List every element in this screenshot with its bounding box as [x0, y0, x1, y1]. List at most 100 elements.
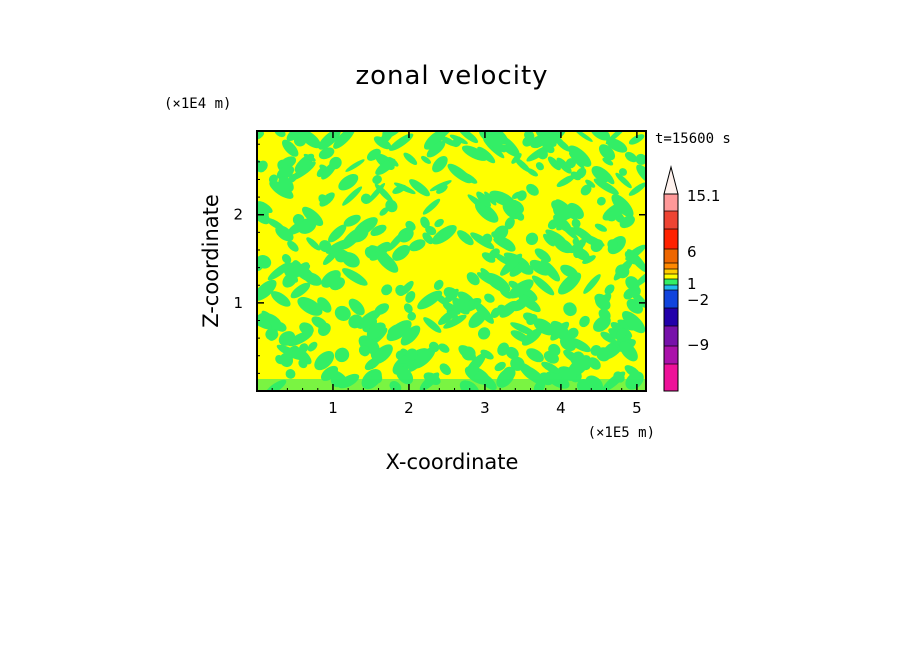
contour-region: [379, 207, 389, 216]
contour-region: [457, 230, 474, 246]
contour-region: [466, 272, 480, 286]
contour-region: [481, 233, 493, 245]
contour-region: [458, 345, 476, 361]
colorbar-label: −9: [687, 336, 709, 354]
contour-region: [621, 311, 646, 334]
contour-region: [329, 277, 345, 291]
contour-region: [425, 225, 437, 236]
contour-region: [364, 357, 381, 371]
contour-region: [403, 152, 418, 165]
colorbar-level: [664, 308, 678, 326]
contour-region: [321, 161, 338, 180]
contour-region: [590, 131, 611, 141]
contour-region: [268, 331, 279, 341]
contour-region: [525, 232, 539, 245]
contour-region: [392, 244, 411, 261]
contour-region: [405, 290, 416, 303]
time-label: t=15600 s: [655, 131, 731, 147]
contour-region: [571, 218, 581, 229]
colorbar-level: [664, 290, 678, 308]
contour-region: [438, 310, 456, 325]
contour-region: [432, 156, 448, 173]
contour-region: [568, 241, 586, 254]
contour-region: [413, 347, 436, 369]
contour-region: [600, 168, 615, 185]
contour-region: [600, 331, 616, 344]
contour-region: [488, 248, 500, 260]
contour-region: [431, 224, 457, 245]
contour-region: [556, 157, 572, 174]
contour-region: [299, 322, 314, 335]
colorbar-level: [664, 229, 678, 249]
contour-region: [553, 133, 568, 151]
colorbar-level: [664, 364, 678, 391]
contour-region: [257, 379, 646, 391]
contour-region: [278, 331, 296, 346]
contour-region: [343, 214, 361, 227]
contour-region: [540, 259, 561, 282]
contour-region: [463, 297, 482, 312]
contour-region: [366, 182, 386, 204]
contour-region: [593, 178, 619, 195]
contour-region: [511, 297, 529, 312]
colorbar-label: 15.1: [687, 187, 720, 205]
contour-region: [626, 249, 646, 273]
contour-region: [628, 134, 645, 145]
contour-region: [325, 239, 351, 254]
contour-region: [283, 267, 299, 283]
contour-region: [580, 184, 592, 196]
contour-region: [269, 180, 294, 199]
contour-region: [438, 343, 450, 353]
contour-region: [535, 162, 544, 171]
colorbar-level: [664, 263, 678, 269]
x-tick-label: 4: [556, 399, 566, 417]
contour-region: [575, 131, 593, 142]
contour-region: [276, 165, 295, 180]
contour-region: [348, 298, 365, 316]
y-tick-label: 2: [233, 206, 243, 224]
contour-region: [298, 358, 308, 369]
contour-region: [292, 346, 312, 365]
contour-region: [267, 262, 292, 281]
contour-region: [616, 328, 627, 340]
colorbar-label: −2: [687, 291, 709, 309]
contour-region: [434, 218, 444, 228]
contour-region: [443, 287, 458, 300]
contour-region: [417, 290, 443, 310]
contour-region: [502, 136, 520, 155]
contour-region: [494, 361, 506, 372]
contour-region: [300, 131, 321, 149]
contour-region: [579, 315, 590, 328]
contour-region: [358, 345, 370, 357]
contour-region: [635, 153, 646, 165]
contour-region: [422, 232, 434, 245]
contour-region: [357, 310, 379, 329]
contour-region: [400, 325, 421, 346]
contour-region: [537, 148, 548, 160]
contour-region: [557, 366, 577, 381]
contour-region: [409, 179, 430, 197]
contour-region: [547, 156, 561, 171]
contour-region: [334, 305, 351, 321]
contour-region: [386, 320, 412, 342]
contour-region: [580, 233, 605, 247]
contour-region: [604, 284, 615, 295]
contour-region: [460, 171, 478, 184]
contour-region: [560, 264, 579, 279]
contour-region: [345, 159, 365, 172]
x-tick-label: 3: [480, 399, 490, 417]
x-axis-ticks: 1 2 3 4 5: [271, 131, 642, 417]
contour-region: [372, 175, 382, 185]
contour-region: [624, 151, 638, 163]
contour-region: [607, 239, 618, 250]
contour-region: [282, 139, 299, 157]
contour-region: [526, 348, 544, 363]
contour-region: [407, 311, 417, 321]
contour-region: [596, 196, 606, 206]
contour-region: [533, 318, 555, 336]
contour-region: [341, 252, 360, 268]
contour-region: [381, 284, 393, 296]
contour-region: [518, 263, 534, 275]
contour-region: [553, 204, 569, 221]
